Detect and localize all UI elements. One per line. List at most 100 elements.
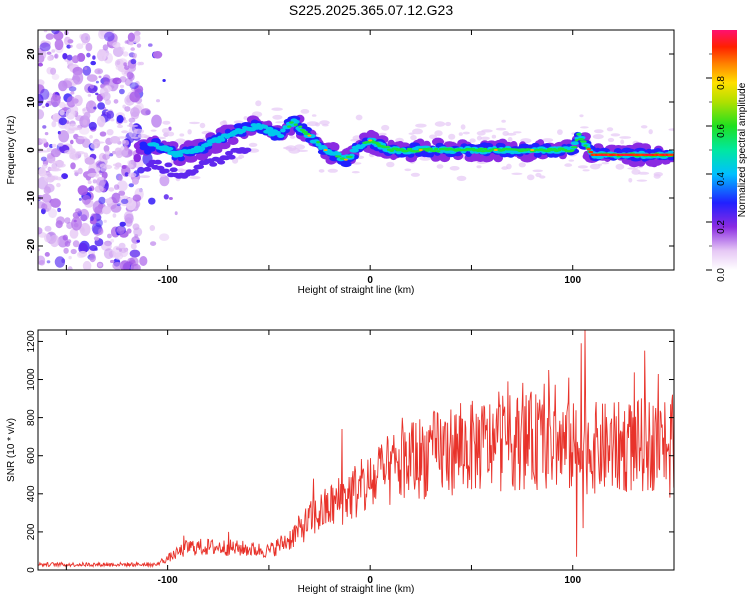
spectrogram-noise-blob [61,80,73,89]
spectrogram-noise-blob [97,263,103,267]
spectrogram-haze-blob [456,175,467,181]
spectrogram-haze-blob [648,129,653,135]
spectrogram-ridge-blob [239,128,246,133]
spectrogram-noise-blob [98,196,106,205]
spectrogram-peak-blob [418,149,423,151]
spectrogram-noise-blob [44,225,52,232]
spectrogram-noise-blob [84,67,88,70]
spectrogram-haze-blob [243,116,248,120]
spectrogram-noise-blob [49,234,60,248]
spectrogram-noise-blob [89,253,96,263]
spectrogram-haze-blob [476,165,482,169]
spectrogram-noise-blob [97,102,105,110]
spectrogram-ridge-blob [243,147,252,153]
x-tick-label: 0 [367,275,373,286]
spectrogram-haze-blob [564,163,573,167]
y-tick-label: 10 [26,96,37,108]
spectrogram-noise-blob [119,84,125,88]
spectrogram-haze-blob [103,164,113,170]
spectrogram-ridge-blob [217,159,226,165]
colorbar-tick-label: 0.0 [716,268,727,282]
spectrogram-noise-blob [38,62,43,67]
spectrogram-noise-blob [45,103,50,107]
spectrogram-noise-blob [129,82,139,90]
spectrogram-noise-blob [41,193,52,203]
spectrogram-haze-blob [410,135,417,141]
spectrogram-noise-blob [118,190,126,196]
spectrogram-noise-blob [95,92,99,96]
spectrogram-haze-blob [130,136,139,139]
spectrogram-haze-blob [512,131,522,134]
spectrogram-noise-blob [112,150,116,155]
y-tick-label: 600 [26,447,37,464]
spectrogram-ridge-blob [477,147,484,151]
spectrogram-noise-blob [83,111,91,120]
spectrogram-ridge-blob [177,153,184,158]
spectrogram-noise-blob [130,243,137,250]
spectrogram-noise-blob [44,132,49,136]
spectrogram-noise-blob [75,208,82,214]
spectrogram-haze-blob [238,154,245,159]
spectrogram-peak-blob [307,134,312,137]
spectrogram-noise-blob [38,227,43,235]
spectrogram-noise-blob [87,187,93,192]
spectrogram-noise-blob [58,130,70,143]
spectrogram-haze-blob [319,120,330,125]
spectrogram-haze-blob [159,173,166,178]
spectrogram-ridge-blob [275,131,281,135]
spectrogram-ridge-blob [431,149,437,153]
spectrogram-noise-blob [127,257,135,265]
spectrogram-noise-blob [90,60,96,66]
spectrogram-noise-blob [159,233,170,241]
spectrogram-haze-blob [469,138,476,143]
spectrogram-noise-blob [113,46,124,57]
spectrogram-haze-blob [77,136,87,140]
spectrogram-haze-blob [532,169,543,173]
spectrogram-haze-blob [139,175,151,179]
spectrogram-haze-blob [58,163,66,168]
spectrogram-noise-blob [98,228,104,235]
spectrogram-ridge-blob [133,153,141,163]
spectrogram-ridge-blob [287,125,292,128]
spectrogram-ridge-blob [425,149,430,152]
spectrogram-noise-blob [67,39,74,44]
spectrogram-haze-blob [412,128,423,135]
spectrogram-noise-blob [64,217,71,224]
spectrogram-noise-blob [152,51,163,59]
spectrogram-noise-blob [56,95,61,100]
spectrogram-noise-blob [89,135,93,139]
spectrogram-noise-blob [50,148,61,158]
spectrogram-haze-blob [579,114,584,118]
spectrogram-ridge-blob [583,144,588,147]
spectrogram-noise-blob [44,183,55,193]
spectrogram-noise-blob [38,167,47,177]
spectrogram-noise-blob [132,53,138,58]
spectrogram-ridge-blob [577,138,585,141]
spectrogram-haze-blob [71,154,79,160]
spectrogram-haze-blob [46,176,59,181]
colorbar-tick-label: 0.8 [716,76,727,90]
spectrogram-haze-blob [113,163,118,167]
spectrogram-haze-blob [87,172,100,177]
spectrogram-ridge-blob [165,146,174,151]
spectrogram-noise-blob [149,225,156,231]
x-tick-label: 100 [564,575,581,586]
spectrogram-noise-blob [126,71,134,80]
spectrogram-haze-blob [46,147,53,152]
spectrogram-noise-blob [68,86,77,92]
spectrogram-noise-blob [103,52,113,64]
spectrogram-noise-blob [42,125,47,129]
spectrogram-noise-blob [69,44,73,48]
spectrogram-noise-blob [136,43,142,48]
spectrogram-haze-blob [501,166,509,170]
spectrogram-noise-blob [41,203,48,210]
colorbar: 0.0 0.2 0.4 0.6 0.8 Normalized spectral ampl… [706,30,748,282]
x-tick-label: -100 [158,275,178,286]
spectrogram-noise-blob [103,219,107,223]
spectrogram-ridge-blob [169,167,178,173]
spectrogram-ridge-blob [161,168,170,174]
spectrogram-noise-blob [102,153,110,160]
y-tick-label: 400 [26,485,37,502]
spectrogram-haze-blob [607,137,615,143]
spectrogram-noise-blob [51,143,57,148]
